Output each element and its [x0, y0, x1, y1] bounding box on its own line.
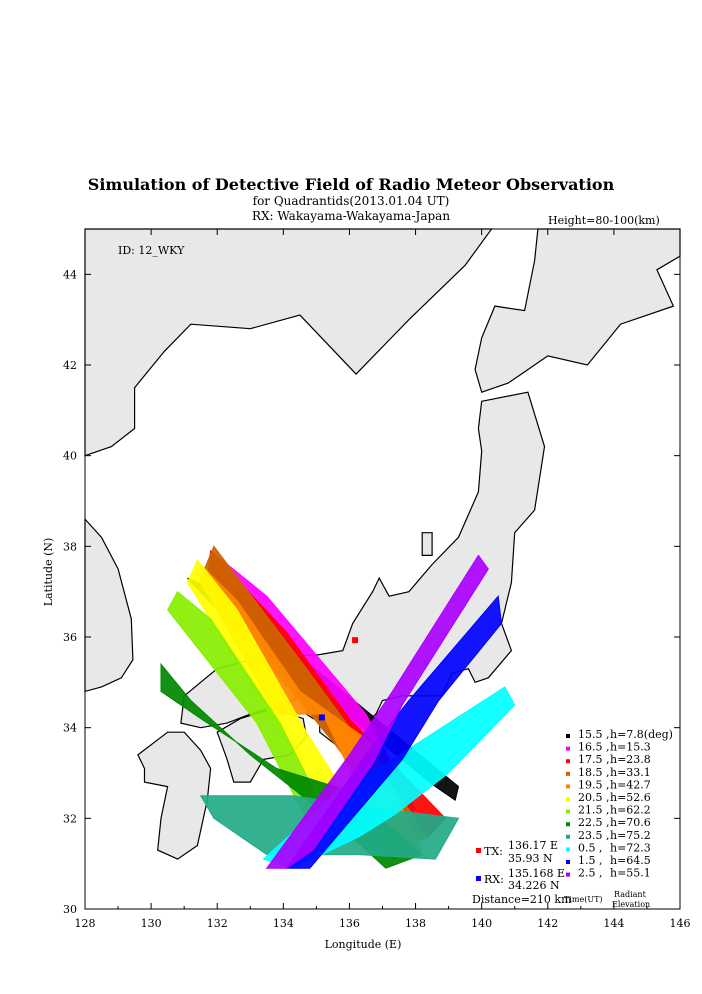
x-tick-label-144: 144	[603, 917, 624, 930]
legend-h-19.5: h=42.7	[610, 778, 651, 791]
x-tick-label-140: 140	[471, 917, 492, 930]
legend-h-2.5: h=55.1	[610, 867, 651, 880]
land-sado	[421, 532, 433, 557]
legend-h-16.5: h=15.3	[610, 741, 651, 754]
legend-time-2.5: 2.5 ,	[578, 867, 603, 880]
legend-radiant-footer: Radiant	[614, 890, 647, 899]
legend-time-footer: Time(UT)	[564, 895, 603, 904]
x-tick-label-146: 146	[670, 917, 691, 930]
legend-time-17.5: 17.5 ,	[578, 753, 610, 766]
legend-h-21.5: h=62.2	[610, 804, 651, 817]
tx-lon: 136.17 E	[508, 839, 558, 852]
legend-h-0.5: h=72.3	[610, 841, 651, 854]
legend-time-15.5: 15.5 ,	[578, 728, 610, 741]
legend-h-15.5: h=7.8(deg)	[610, 728, 673, 741]
legend-time-18.5: 18.5 ,	[578, 766, 610, 779]
legend-time-23.5: 23.5 ,	[578, 829, 610, 842]
chart-subtitle: for Quadrantids(2013.01.04 UT)	[253, 194, 450, 208]
chart-title: Simulation of Detective Field of Radio M…	[88, 175, 615, 194]
x-tick-label-132: 132	[207, 917, 228, 930]
y-tick-label-34: 34	[63, 722, 77, 735]
tx-label: TX:	[484, 845, 503, 858]
legend-h-17.5: h=23.8	[610, 753, 651, 766]
legend-time-20.5: 20.5 ,	[578, 791, 610, 804]
axes: 128 130 132 134 136 138 140 142 144 146 30 32 34 36 38…	[63, 229, 691, 930]
x-tick-label-142: 142	[537, 917, 558, 930]
tx-station-marker	[352, 637, 359, 644]
y-axis-label: Latitude (N)	[42, 538, 55, 607]
legend-time-21.5: 21.5 ,	[578, 804, 610, 817]
rx-legend-marker	[476, 876, 481, 881]
x-tick-label-136: 136	[339, 917, 360, 930]
y-tick-label-36: 36	[63, 631, 77, 644]
legend-time-22.5: 22.5 ,	[578, 816, 610, 829]
tx-lat: 35.93 N	[508, 852, 553, 865]
land-korea	[84, 517, 134, 693]
legend-marker-17.5	[566, 759, 570, 764]
y-tick-label-42: 42	[63, 359, 77, 372]
tx-legend-marker	[476, 848, 481, 853]
legend-time-0.5: 0.5 ,	[578, 841, 603, 854]
rx-lat: 34.226 N	[508, 879, 560, 892]
x-tick-label-138: 138	[405, 917, 426, 930]
legend-h-23.5: h=75.2	[610, 829, 651, 842]
y-tick-label-44: 44	[63, 268, 77, 281]
legend-h-22.5: h=70.6	[610, 816, 651, 829]
land-kyushu	[137, 731, 212, 860]
y-tick-label-32: 32	[63, 812, 77, 825]
station-markers	[318, 637, 359, 721]
rx-station-marker	[318, 714, 325, 721]
x-tick-label-128: 128	[75, 917, 96, 930]
legend-h-1.5: h=64.5	[610, 854, 651, 867]
detection-bands	[160, 545, 516, 869]
legend: 15.5 , h=7.8(deg)16.5 , h=15.317.5 , h=23.8…	[566, 728, 673, 880]
legend-h-18.5: h=33.1	[610, 766, 651, 779]
rx-location-line: RX: Wakayama-Wakayama-Japan	[252, 209, 450, 223]
x-tick-label-134: 134	[273, 917, 294, 930]
y-tick-label-30: 30	[63, 903, 77, 916]
y-tick-label-40: 40	[63, 450, 77, 463]
legend-marker-0.5	[566, 847, 570, 852]
land-asia-mainland	[84, 228, 493, 457]
id-label: ID: 12_WKY	[118, 244, 185, 257]
legend-time-16.5: 16.5 ,	[578, 741, 610, 754]
legend-marker-19.5	[566, 784, 570, 789]
legend-marker-22.5	[566, 822, 570, 827]
legend-marker-20.5	[566, 797, 570, 801]
height-note: Height=80-100(km)	[548, 214, 660, 227]
legend-marker-21.5	[566, 809, 570, 814]
distance-label: Distance=210 km	[472, 893, 572, 906]
legend-marker-23.5	[566, 834, 570, 839]
legend-time-1.5: 1.5 ,	[578, 854, 603, 867]
rx-label: RX:	[484, 873, 504, 886]
y-tick-label-38: 38	[63, 540, 77, 553]
legend-marker-18.5	[566, 771, 570, 776]
rx-lon: 135.168 E	[508, 867, 565, 880]
legend-marker-1.5	[566, 860, 570, 864]
band-2.5	[265, 554, 489, 869]
legend-h-20.5: h=52.6	[610, 791, 651, 804]
legend-marker-15.5	[566, 734, 570, 738]
legend-marker-2.5	[566, 872, 570, 877]
legend-elevation-footer: Elevation	[612, 900, 650, 909]
legend-time-19.5: 19.5 ,	[578, 778, 610, 791]
legend-marker-16.5	[566, 746, 570, 751]
x-tick-label-130: 130	[141, 917, 162, 930]
x-axis-label: Longitude (E)	[325, 938, 402, 951]
